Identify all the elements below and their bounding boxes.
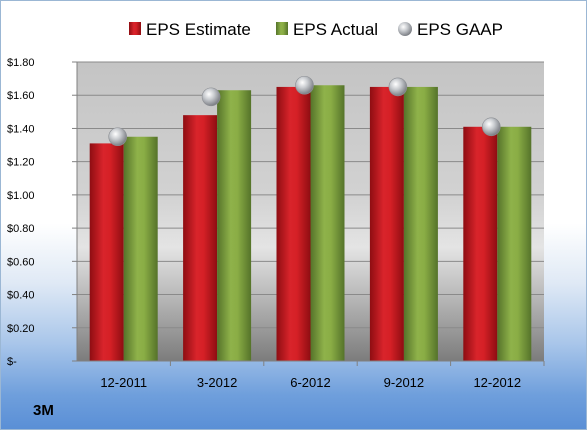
gaap-markers (108, 75, 501, 147)
actual-bar (217, 90, 252, 361)
estimate-bar (463, 126, 498, 362)
gaap-marker (295, 75, 314, 95)
legend-marker-gaap (398, 22, 412, 36)
y-tick-label: $0.40 (7, 290, 35, 302)
y-tick-label: $0.80 (7, 223, 35, 235)
estimate-bar (89, 143, 124, 361)
x-tick-label: 9-2012 (384, 375, 424, 390)
legend-label-gaap: EPS GAAP (417, 20, 503, 39)
y-tick-label: $- (7, 356, 17, 368)
y-tick-label: $1.40 (7, 123, 35, 135)
estimate-bar (276, 86, 311, 362)
y-tick-label: $1.20 (7, 157, 35, 169)
x-tick-label: 12-2011 (100, 375, 147, 390)
estimate-bar (369, 86, 404, 362)
x-tick-label: 6-2012 (290, 375, 330, 390)
gaap-marker (481, 117, 501, 137)
actual-bar (403, 86, 438, 362)
y-tick-label: $1.00 (7, 190, 35, 202)
y-axis-labels: $- $0.20 $0.40 $0.60 $0.80 $1.00 $1.20 $1.40 $1.… (7, 57, 35, 368)
x-tick-label: 12-2012 (473, 375, 521, 390)
estimate-bar (183, 115, 218, 362)
x-tick-label: 3-2012 (197, 375, 237, 390)
y-tick-label: $1.80 (7, 57, 35, 69)
actual-bar (123, 136, 158, 361)
y-tick-label: $0.20 (7, 323, 35, 335)
legend-swatch-actual (276, 22, 288, 35)
company-label: 3M (33, 402, 54, 419)
gaap-marker (108, 127, 127, 147)
gaap-marker (201, 87, 221, 107)
bars (89, 85, 532, 362)
actual-bar (497, 126, 532, 362)
legend: EPS Estimate EPS Actual EPS GAAP (129, 20, 503, 39)
legend-swatch-estimate (129, 22, 141, 35)
x-axis-labels: 12-2011 3-2012 6-2012 9-2012 12-2012 (100, 361, 545, 390)
legend-label-estimate: EPS Estimate (146, 20, 251, 39)
y-tick-label: $0.60 (7, 256, 35, 268)
legend-label-actual: EPS Actual (293, 20, 378, 39)
gaap-marker (388, 77, 408, 97)
y-tick-label: $1.60 (7, 90, 35, 102)
actual-bar (310, 85, 345, 361)
